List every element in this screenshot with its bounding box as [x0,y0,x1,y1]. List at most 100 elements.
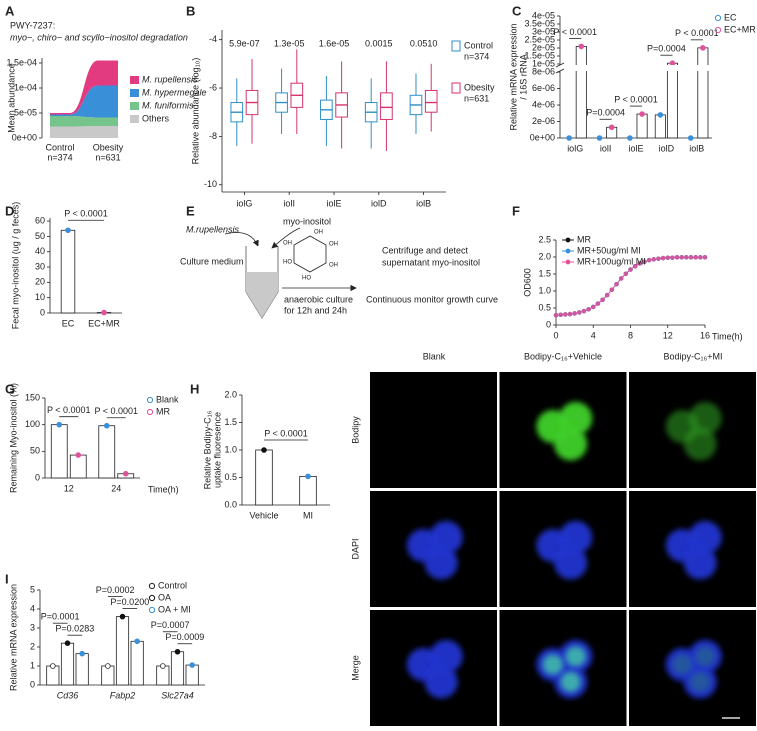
bar-point [305,473,311,480]
bar-point [134,638,140,645]
bar-point [50,663,56,669]
bar-point [261,447,267,453]
column-title: Bodipy-C₁₆+MI [664,351,723,361]
x-tick-label: EC+MR [88,318,120,328]
medium-label: Culture medium [180,256,244,266]
bar-point [657,112,664,118]
legend-label: MR+100ug/ml MI [577,256,646,266]
monitor-label: Continuous monitor growth curve [366,294,498,304]
y-tick-label: 150 [25,392,40,402]
bar [697,47,709,139]
x-tick-label: Vehicle [249,510,278,520]
point [670,255,675,260]
panel-letter: I [5,571,9,586]
x-tick-label: MI [303,510,313,520]
x-tick-label: iolE [628,143,643,153]
cell [424,665,458,699]
area-layer [50,116,118,127]
point [595,301,601,306]
bar-point [669,60,676,66]
bar [185,664,199,686]
y-tick-label: 8e-06 [532,66,555,76]
y-tick-label: -6 [209,82,217,92]
point [586,307,591,312]
y-axis-label: Fecal myo-inositol (ug / g feces) [10,202,20,330]
y-axis-label: / 16S rRNA [518,54,528,100]
point [618,276,624,281]
arrow [271,227,301,249]
point [688,255,694,260]
point [581,308,587,314]
y-tick-label: 3e-05 [532,26,555,36]
point [577,310,582,315]
point [646,257,652,263]
p-value: 1.6e-05 [319,38,350,48]
bar [101,665,115,686]
legend-label: Control [464,40,493,50]
y-tick-label: 1.5e-05 [524,50,555,60]
x-tick-note: n=374 [47,152,72,162]
point [614,282,619,287]
ring-label: OH [283,241,292,247]
x-tick-label: 24 [111,483,121,493]
x-tick-label: 16 [700,330,710,340]
bar-point [189,662,195,668]
point [623,271,629,276]
ring [293,235,327,273]
x-tick-label: EC [62,318,75,328]
bar-point [596,135,603,141]
y-tick-label: 1.5 [538,268,551,278]
bar [156,665,170,686]
legend-marker [148,594,156,602]
panel-letter: A [5,3,15,18]
x-tick-label: iolG [236,198,252,208]
legend-marker [565,248,571,254]
legend-marker [565,259,571,265]
box [380,92,393,120]
legend-swatch [130,102,139,110]
legend-label: EC [724,12,737,22]
legend-swatch [451,82,461,94]
point [642,259,647,264]
y-tick-label: 0.5 [538,302,551,312]
point [693,255,698,260]
bar [115,616,130,686]
bar [98,425,116,479]
cell [683,546,717,580]
legend-marker [146,408,154,416]
legend-marker [565,237,571,243]
compound-label: myo-inositol [283,216,331,226]
panel-letter: G [5,381,15,396]
point [698,255,703,260]
y-tick-label: 2e-06 [532,116,555,126]
cell [565,646,586,667]
y-tick-label: 1e-05 [532,58,555,68]
legend-label: Control [158,580,187,590]
x-tick-label: iolI [283,198,295,208]
bar-point [639,111,645,117]
legend-swatch [451,40,461,52]
y-tick-label: 0e+00 [530,132,555,142]
bar-point [56,421,63,428]
p-value: P < 0.0001 [553,27,597,37]
bar [60,229,76,314]
x-tick-label: Fabp2 [110,690,136,700]
bar-point [64,640,71,646]
y-axis-label: Relative mRNA expression [508,23,518,130]
diagram: E M.rupellensis Culture medium myo-inosi… [180,203,498,319]
chart-subtitle: myo−, chiro− and scyllo−inositol degrada… [10,32,188,42]
bar-point [687,135,694,141]
y-tick-label: 1.0 [224,444,237,454]
arrow [224,232,259,247]
x-tick-label: Obesity [93,142,124,152]
point [567,311,573,317]
bar-point [174,648,181,655]
y-tick-label: 30 [35,261,45,271]
x-tick-label: iolB [416,198,431,208]
x-tick-label: iolG [567,143,583,153]
cell [429,639,463,673]
cell [554,427,588,461]
y-axis-label: Relative mRNA expression [8,584,18,691]
legend-label: MR [156,406,170,416]
